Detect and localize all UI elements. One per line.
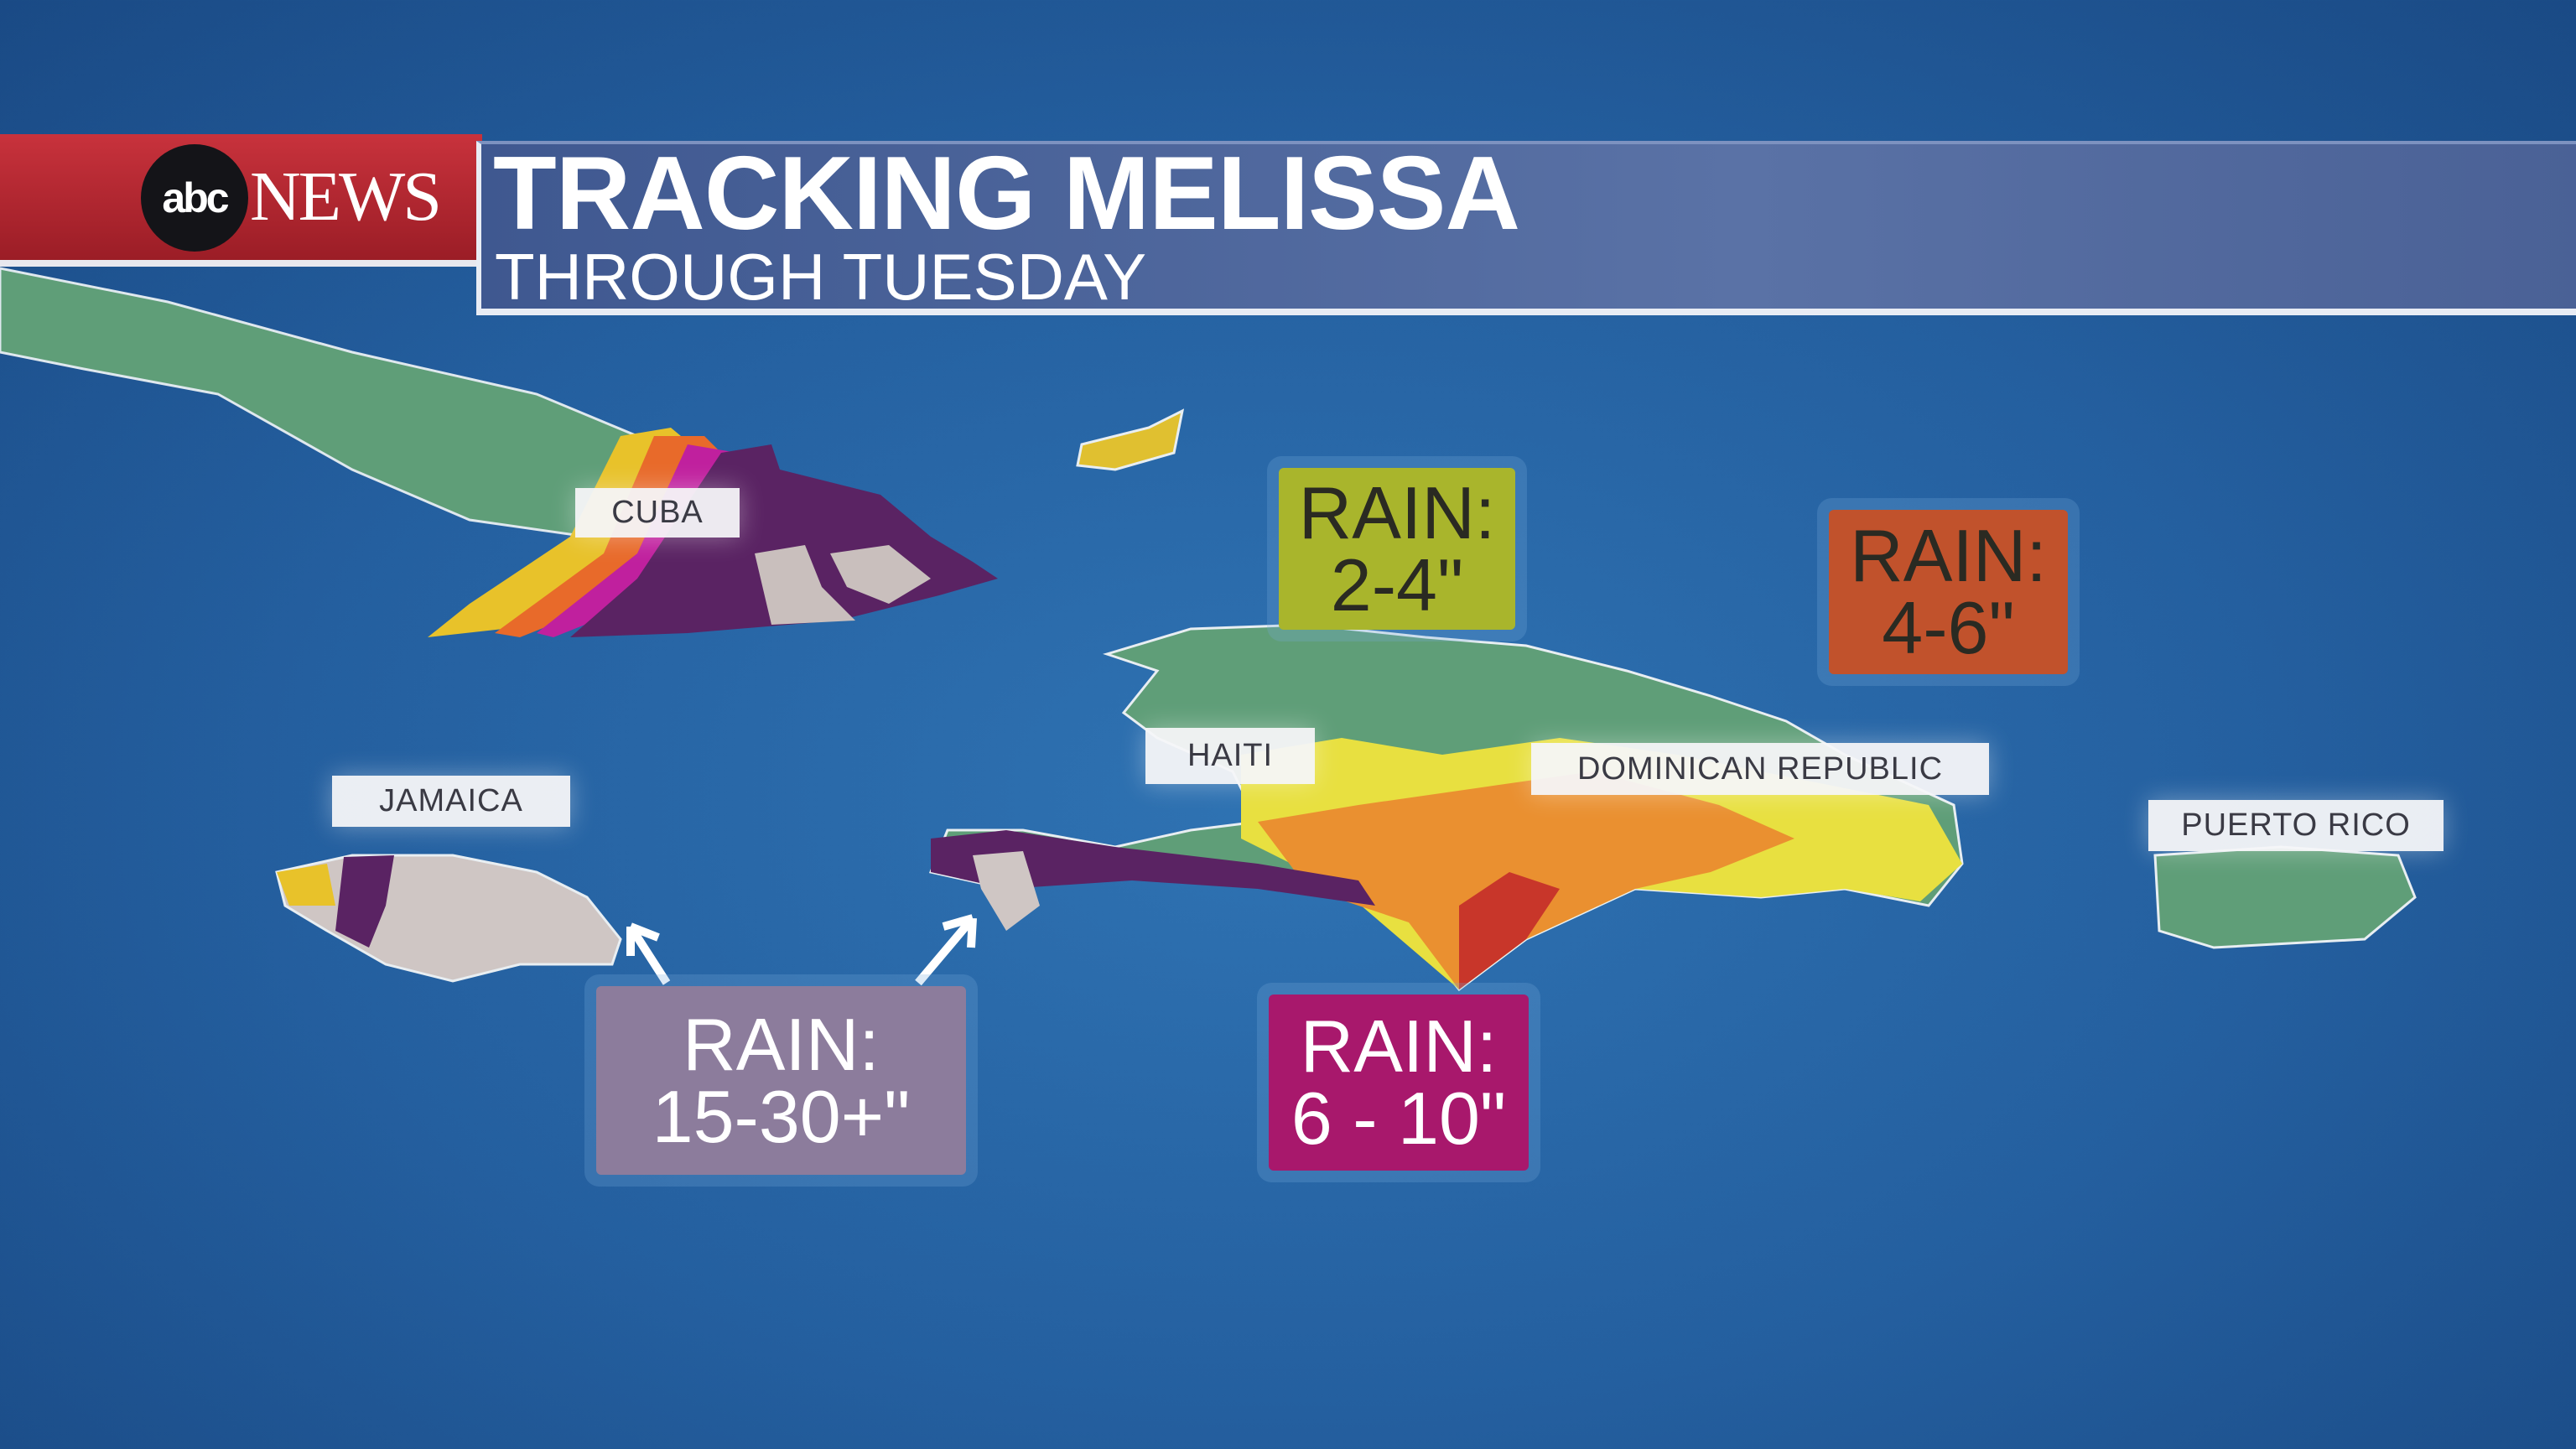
title-banner [476, 141, 2576, 315]
rain-label: RAIN: [1298, 470, 1496, 554]
rain-box-6-10: RAIN: 6 - 10" [1269, 995, 1529, 1171]
page-title: TRACKING MELISSA [493, 136, 1520, 252]
rain-label: RAIN: [1850, 514, 2047, 597]
arrow-to-haiti-icon [915, 914, 977, 986]
label-jamaica: JAMAICA [332, 776, 570, 827]
haiti-rain-gray [973, 851, 1040, 931]
rain-box-15-30: RAIN: 15-30+" [596, 986, 966, 1175]
cuba-rain-gray [755, 545, 931, 625]
hispaniola-rain-red [1459, 872, 1560, 989]
news-logo-text: NEWS [250, 158, 442, 236]
label-haiti: HAITI [1145, 728, 1315, 784]
arrow-to-jamaica-icon [626, 922, 671, 985]
rain-label: RAIN: [683, 1002, 880, 1086]
rain-amount: 4-6" [1882, 586, 2015, 669]
rain-amount: 6 - 10" [1291, 1077, 1507, 1160]
abc-logo: abc [141, 144, 248, 252]
label-dominican-republic: DOMINICAN REPUBLIC [1531, 743, 1989, 795]
label-cuba: CUBA [575, 488, 740, 538]
rain-amount: 15-30+" [652, 1074, 911, 1158]
jamaica-rain [335, 855, 394, 948]
page-subtitle: THROUGH TUESDAY [495, 240, 1147, 314]
haiti-rain-purple [931, 830, 1375, 906]
label-puerto-rico: PUERTO RICO [2148, 800, 2444, 851]
rain-label: RAIN: [1300, 1005, 1498, 1088]
island [1076, 408, 1185, 471]
puerto-rico-land [2153, 845, 2417, 949]
rain-amount: 2-4" [1330, 543, 1464, 626]
rain-box-4-6: RAIN: 4-6" [1829, 510, 2068, 674]
rain-box-2-4: RAIN: 2-4" [1279, 468, 1515, 630]
jamaica-rain-edge [277, 864, 335, 906]
